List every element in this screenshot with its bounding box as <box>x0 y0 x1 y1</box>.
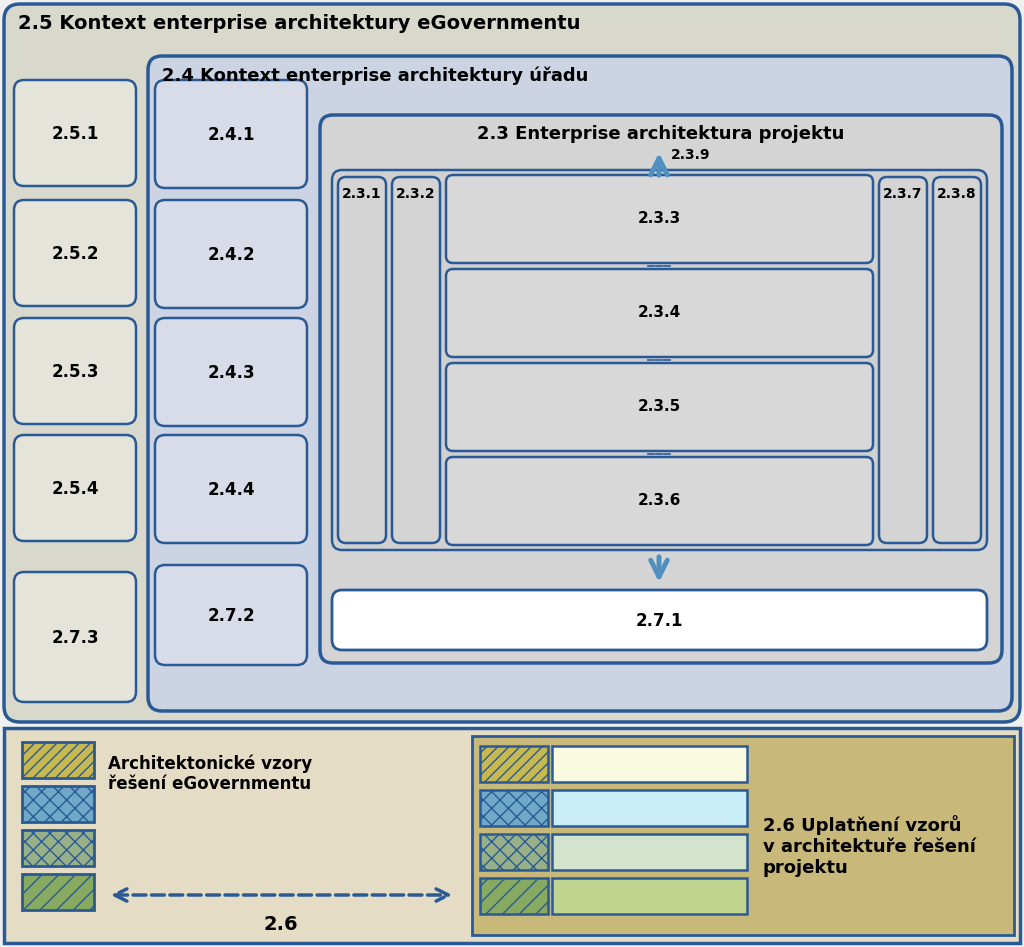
Bar <box>22 830 94 866</box>
Bar <box>552 878 746 914</box>
FancyBboxPatch shape <box>446 457 873 545</box>
Bar <box>4 728 1020 943</box>
Text: 2.4 Kontext enterprise architektury úřadu: 2.4 Kontext enterprise architektury úřad… <box>162 66 589 84</box>
FancyBboxPatch shape <box>446 363 873 451</box>
Text: 2.5.4: 2.5.4 <box>51 480 98 498</box>
FancyBboxPatch shape <box>319 115 1002 663</box>
FancyBboxPatch shape <box>155 318 307 426</box>
Bar <box>480 746 548 782</box>
FancyBboxPatch shape <box>332 590 987 650</box>
Text: 2.4.2: 2.4.2 <box>207 246 255 264</box>
Text: Architektonické vzory
řešení eGovernmentu: Architektonické vzory řešení eGovernment… <box>108 754 312 794</box>
Bar <box>480 878 548 914</box>
FancyBboxPatch shape <box>879 177 927 543</box>
Bar <box>22 742 94 778</box>
Text: 2.6 Uplatňení vzorů
v architektuře řešení
projektu: 2.6 Uplatňení vzorů v architektuře řešen… <box>763 815 976 877</box>
Bar <box>552 834 746 870</box>
Text: 2.5.2: 2.5.2 <box>51 245 98 263</box>
FancyBboxPatch shape <box>148 56 1012 711</box>
Text: 2.3.4: 2.3.4 <box>637 305 681 320</box>
Bar <box>22 874 94 910</box>
FancyBboxPatch shape <box>155 435 307 543</box>
Bar <box>480 790 548 826</box>
Bar <box>22 786 94 822</box>
Text: 2.6: 2.6 <box>264 915 298 934</box>
Bar <box>480 790 548 826</box>
Text: 2.3.7: 2.3.7 <box>884 187 923 201</box>
FancyBboxPatch shape <box>933 177 981 543</box>
FancyBboxPatch shape <box>4 4 1020 722</box>
Text: 2.4.3: 2.4.3 <box>207 364 255 382</box>
Text: 2.3.6: 2.3.6 <box>637 493 681 508</box>
Bar <box>480 746 548 782</box>
Text: 2.3.9: 2.3.9 <box>671 148 711 162</box>
FancyBboxPatch shape <box>14 435 136 541</box>
Text: 2.7.3: 2.7.3 <box>51 629 98 647</box>
Text: 2.5.1: 2.5.1 <box>51 125 98 143</box>
Bar <box>22 830 94 866</box>
Text: 2.3 Enterprise architektura projektu: 2.3 Enterprise architektura projektu <box>477 125 845 143</box>
Bar <box>22 874 94 910</box>
Text: 2.4.1: 2.4.1 <box>207 126 255 144</box>
Bar <box>22 786 94 822</box>
Bar <box>552 790 746 826</box>
FancyBboxPatch shape <box>338 177 386 543</box>
Text: 2.5.3: 2.5.3 <box>51 363 98 381</box>
Text: 2.3.2: 2.3.2 <box>396 187 436 201</box>
FancyBboxPatch shape <box>14 80 136 186</box>
FancyBboxPatch shape <box>14 572 136 702</box>
Text: 2.7.1: 2.7.1 <box>635 612 683 630</box>
Text: 2.5 Kontext enterprise architektury eGovernmentu: 2.5 Kontext enterprise architektury eGov… <box>18 14 581 33</box>
Bar <box>472 736 1014 935</box>
Bar <box>480 878 548 914</box>
Text: 2.7.2: 2.7.2 <box>207 607 255 625</box>
FancyBboxPatch shape <box>14 200 136 306</box>
FancyBboxPatch shape <box>14 318 136 424</box>
Bar <box>480 834 548 870</box>
Bar <box>480 834 548 870</box>
Text: 2.3.5: 2.3.5 <box>637 399 681 414</box>
Bar <box>22 742 94 778</box>
FancyBboxPatch shape <box>155 80 307 188</box>
FancyBboxPatch shape <box>332 170 987 550</box>
Text: 2.3.8: 2.3.8 <box>937 187 977 201</box>
FancyBboxPatch shape <box>392 177 440 543</box>
Text: 2.4.4: 2.4.4 <box>207 481 255 499</box>
Text: 2.3.3: 2.3.3 <box>637 211 681 226</box>
FancyBboxPatch shape <box>155 565 307 665</box>
Bar <box>552 746 746 782</box>
FancyBboxPatch shape <box>155 200 307 308</box>
Text: 2.3.1: 2.3.1 <box>342 187 382 201</box>
FancyBboxPatch shape <box>446 175 873 263</box>
FancyBboxPatch shape <box>446 269 873 357</box>
